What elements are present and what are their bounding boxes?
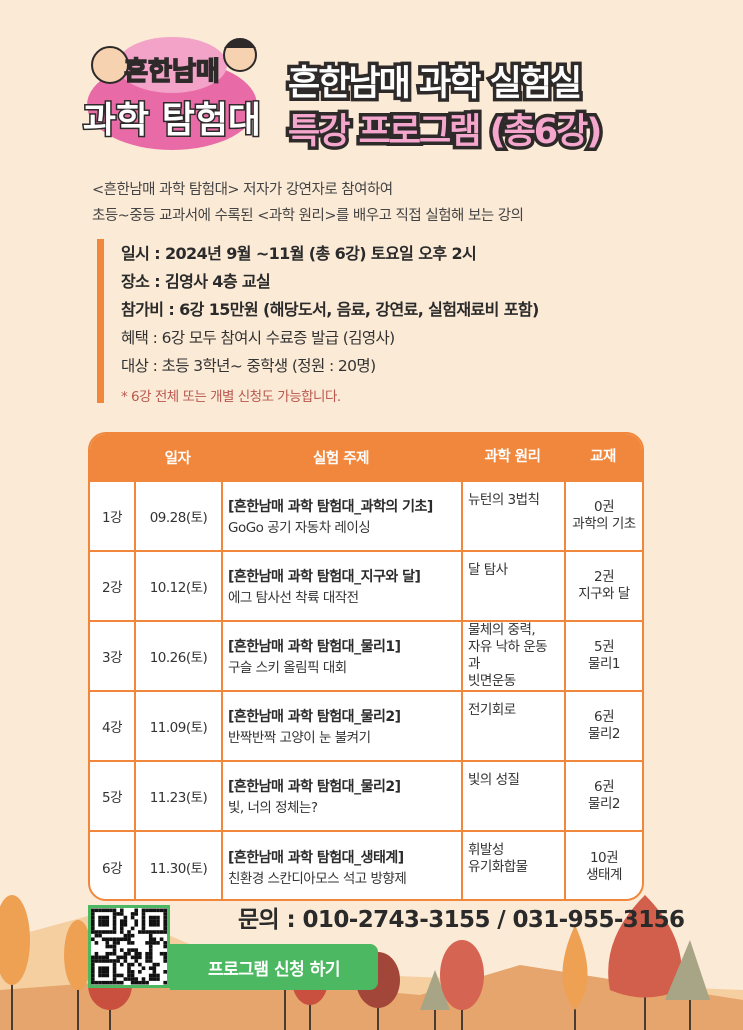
topic-series: [흔한남매 과학 탐험대_물리2]	[228, 779, 401, 795]
table-row: 1강 09.28(토) [흔한남매 과학 탐험대_과학의 기초] GoGo 공기 자동…	[90, 480, 642, 550]
svg-text:과학 탐험대: 과학 탐험대	[83, 100, 261, 141]
lecture-date: 11.30(토)	[134, 832, 221, 899]
table-row: 3강 10.26(토) [흔한남매 과학 탐험대_물리1] 구슬 스키 올림픽 대회 물…	[90, 620, 642, 690]
info-accent-bar	[97, 239, 104, 403]
lecture-principle: 물체의 중력, 자유 낙하 운동과 빗면운동	[461, 622, 564, 690]
lecture-book: 2권 지구와 달	[564, 552, 642, 620]
info-note: * 6강 전체 또는 개별 신청도 가능합니다.	[121, 389, 341, 405]
book-line: 물리2	[588, 726, 620, 742]
apply-program-button[interactable]: 프로그램 신청 하기	[170, 944, 378, 990]
topic-series: [흔한남매 과학 탐험대_물리2]	[228, 709, 401, 725]
lecture-no: 3강	[101, 650, 123, 666]
book-line: 생태계	[586, 866, 622, 883]
lecture-topic: [흔한남매 과학 탐험대_과학의 기초] GoGo 공기 자동차 레이싱	[221, 482, 461, 550]
topic-title: 구슬 스키 올림픽 대회	[228, 660, 347, 676]
principle-line: 빗면운동	[468, 673, 516, 689]
header-book: 교재	[590, 448, 616, 465]
lecture-topic: [흔한남매 과학 탐험대_물리1] 구슬 스키 올림픽 대회	[221, 622, 461, 690]
series-logo: 흔한남매 과학 탐험대	[81, 37, 263, 150]
principle-line: 유기화합물	[468, 859, 528, 875]
lecture-no: 2강	[101, 580, 123, 596]
lecture-principle: 휘발성 유기화합물	[461, 832, 564, 899]
principle-line: 빛의 성질	[468, 772, 520, 788]
principle-line: 자유 낙하 운동과	[468, 639, 548, 672]
principle-line: 달 탐사	[468, 562, 508, 578]
schedule-table: 일자 실험 주제 과학 원리 교재 1강 09.28(토) [흔한남매 과학 탐험대…	[88, 432, 644, 901]
qr-code[interactable]	[88, 905, 170, 988]
lecture-topic: [흔한남매 과학 탐험대_지구와 달] 에그 탐사선 착륙 대작전	[221, 552, 461, 620]
lecture-date: 11.09(토)	[134, 692, 221, 760]
lecture-no: 4강	[101, 720, 123, 736]
info-date: 일시 : 2024년 9월 ~11월 (총 6강) 토요일 오후 2시	[121, 244, 477, 263]
lecture-principle: 빛의 성질	[461, 762, 564, 830]
lecture-topic: [흔한남매 과학 탐험대_생태계] 친환경 스칸디아모스 석고 방향제	[221, 832, 461, 899]
svg-text:흔한남매: 흔한남매	[124, 57, 220, 87]
book-line: 물리2	[588, 796, 620, 812]
topic-series: [흔한남매 과학 탐험대_생태계]	[228, 849, 404, 866]
principle-line: 뉴턴의 3법칙	[468, 492, 540, 508]
table-row: 5강 11.23(토) [흔한남매 과학 탐험대_물리2] 빛, 너의 정체는? 빛의 …	[90, 760, 642, 830]
lecture-principle: 달 탐사	[461, 552, 564, 620]
principle-line: 전기회로	[468, 702, 516, 718]
topic-title: 반짝반짝 고양이 눈 불켜기	[228, 730, 371, 746]
lecture-book: 6권 물리2	[564, 762, 642, 830]
lecture-topic: [흔한남매 과학 탐험대_물리2] 빛, 너의 정체는?	[221, 762, 461, 830]
book-line: 2권	[593, 569, 615, 585]
book-line: 6권	[593, 779, 615, 795]
header-topic: 실험 주제	[313, 450, 369, 467]
table-row: 2강 10.12(토) [흔한남매 과학 탐험대_지구와 달] 에그 탐사선 착륙 대…	[90, 550, 642, 620]
intro-line-2: 초등~중등 교과서에 수록된 <과학 원리>를 배우고 직접 실험해 보는 강의	[92, 208, 524, 224]
book-line: 0권	[593, 499, 615, 515]
table-row: 6강 11.30(토) [흔한남매 과학 탐험대_생태계] 친환경 스칸디아모스 석고…	[90, 830, 642, 899]
principle-line: 물체의 중력,	[468, 622, 536, 638]
lecture-no: 5강	[101, 790, 123, 806]
intro-line-1: <흔한남매 과학 탐험대> 저자가 강연자로 참여하여	[92, 182, 393, 198]
table-header: 일자 실험 주제 과학 원리 교재	[90, 434, 642, 480]
table-row: 4강 11.09(토) [흔한남매 과학 탐험대_물리2] 반짝반짝 고양이 눈 불켜…	[90, 690, 642, 760]
lecture-no: 1강	[101, 510, 123, 526]
lecture-book: 6권 물리2	[564, 692, 642, 760]
header-principle: 과학 원리	[484, 448, 541, 465]
lecture-topic: [흔한남매 과학 탐험대_물리2] 반짝반짝 고양이 눈 불켜기	[221, 692, 461, 760]
principle-line: 휘발성	[468, 842, 504, 858]
book-line: 지구와 달	[578, 586, 630, 602]
title-line-1: 흔한남매 과학 실험실	[284, 61, 585, 108]
info-benefit: 혜택 : 6강 모두 참여시 수료증 발급 (김영사)	[121, 329, 395, 347]
lecture-date: 09.28(토)	[134, 482, 221, 550]
topic-title: 빛, 너의 정체는?	[228, 800, 318, 816]
info-fee: 참가비 : 6강 15만원 (해당도서, 음료, 강연료, 실험재료비 포함)	[121, 300, 539, 319]
topic-title: 친환경 스칸디아모스 석고 방향제	[228, 870, 407, 887]
lecture-book: 0권 과학의 기초	[564, 482, 642, 550]
topic-series: [흔한남매 과학 탐험대_물리1]	[228, 639, 401, 655]
topic-title: 에그 탐사선 착륙 대작전	[228, 590, 359, 606]
lecture-date: 10.26(토)	[134, 622, 221, 690]
lecture-book: 5권 물리1	[564, 622, 642, 690]
lecture-principle: 전기회로	[461, 692, 564, 760]
topic-series: [흔한남매 과학 탐험대_지구와 달]	[228, 569, 421, 585]
lecture-principle: 뉴턴의 3법칙	[461, 482, 564, 550]
title-line-2: 특강 프로그램 (총6강)	[284, 109, 605, 156]
info-target: 대상 : 초등 3학년~ 중학생 (정원 : 20명)	[121, 357, 376, 375]
header-date: 일자	[164, 450, 191, 467]
lecture-date: 10.12(토)	[134, 552, 221, 620]
book-line: 10권	[589, 849, 619, 866]
lecture-no: 6강	[101, 860, 123, 877]
book-line: 과학의 기초	[572, 516, 636, 532]
lecture-date: 11.23(토)	[134, 762, 221, 830]
lecture-book: 10권 생태계	[564, 832, 642, 899]
book-line: 물리1	[588, 656, 620, 672]
topic-title: GoGo 공기 자동차 레이싱	[228, 520, 371, 536]
info-place: 장소 : 김영사 4층 교실	[121, 272, 271, 291]
contact-phone: 문의 : 010-2743-3155 / 031-955-3156	[238, 907, 685, 933]
book-line: 6권	[593, 709, 615, 725]
topic-series: [흔한남매 과학 탐험대_과학의 기초]	[228, 499, 433, 515]
book-line: 5권	[593, 639, 615, 655]
